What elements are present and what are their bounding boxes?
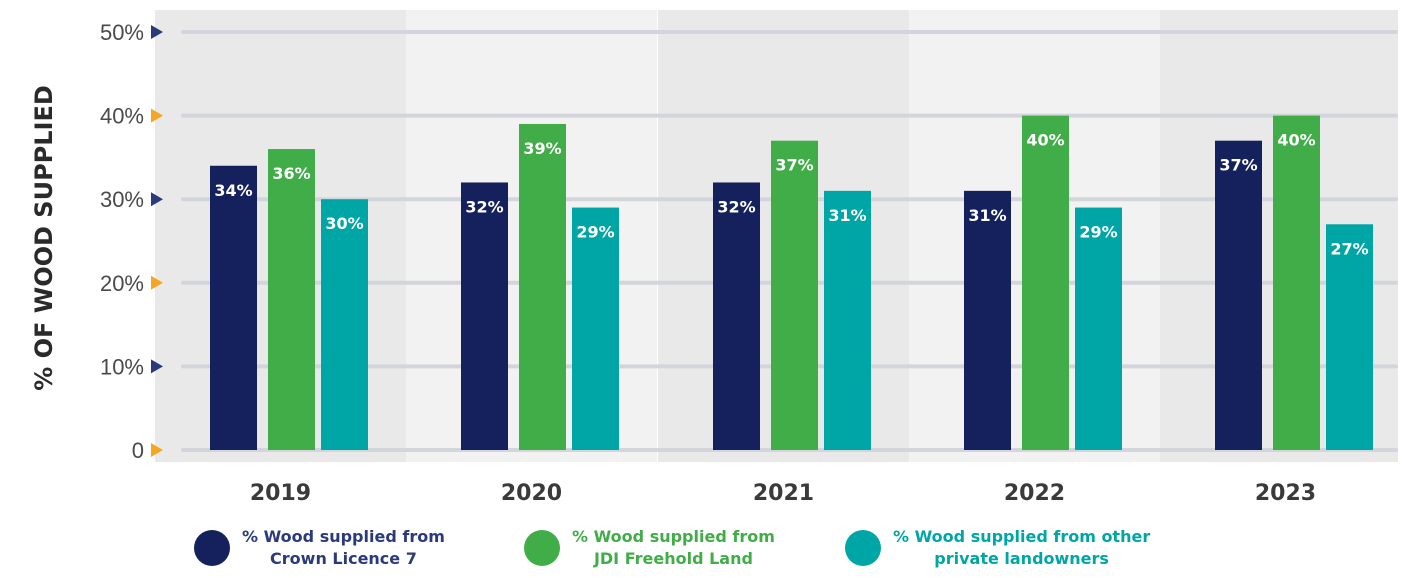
y-tick-label: 40% xyxy=(100,104,144,129)
bar-2022-series-0 xyxy=(964,190,1011,450)
y-tick-marker xyxy=(151,192,163,207)
data-label-2023-series-2: 27% xyxy=(1330,239,1368,258)
data-label-2021-series-1: 37% xyxy=(775,156,813,175)
x-tick-label-2020: 2020 xyxy=(501,481,562,506)
bar-2021-series-2 xyxy=(824,190,871,450)
data-label-2023-series-0: 37% xyxy=(1219,156,1257,175)
bar-2020-series-0 xyxy=(461,182,508,451)
legend-swatch-crown-licence xyxy=(194,530,230,566)
data-label-2020-series-1: 39% xyxy=(523,139,561,158)
y-tick-marker xyxy=(151,108,163,123)
bar-chart: 0 10% 20% 30% 40% 50% % OF WOOD SUPPLIED 34% 32%… xyxy=(30,10,1398,506)
data-label-2019-series-2: 30% xyxy=(325,214,363,233)
bar-2020-series-1 xyxy=(519,123,566,451)
data-label-2019-series-1: 36% xyxy=(272,164,310,183)
bar-2021-series-0 xyxy=(713,182,760,451)
legend-swatch-private-landowners xyxy=(845,530,881,566)
data-label-2022-series-0: 31% xyxy=(968,206,1006,225)
y-tick-label: 20% xyxy=(100,271,144,296)
bar-2023-series-0 xyxy=(1215,140,1262,450)
y-tick-label: 30% xyxy=(100,187,144,212)
bar-2020-series-2 xyxy=(572,207,619,450)
y-tick-marker xyxy=(151,275,163,290)
legend-item-crown-licence: % Wood supplied from Crown Licence 7 xyxy=(194,526,445,570)
y-tick-label: 50% xyxy=(100,20,144,45)
bar-2019-series-2 xyxy=(321,199,368,450)
bar-2019-series-1 xyxy=(268,149,315,451)
x-tick-label-2023: 2023 xyxy=(1255,481,1316,506)
legend-item-jdi-freehold: % Wood supplied from JDI Freehold Land xyxy=(524,526,775,570)
bar-2022-series-2 xyxy=(1075,207,1122,450)
legend-item-private-landowners: % Wood supplied from other private lando… xyxy=(845,526,1150,570)
gridline-50 xyxy=(181,30,1398,34)
bar-2021-series-1 xyxy=(771,140,818,450)
y-tick-label: 0 xyxy=(132,438,144,463)
data-label-2021-series-0: 32% xyxy=(717,197,755,216)
data-label-2021-series-2: 31% xyxy=(828,206,866,225)
data-label-2020-series-2: 29% xyxy=(576,223,614,242)
y-tick-marker xyxy=(151,359,163,374)
legend-swatch-jdi-freehold xyxy=(524,530,560,566)
x-tick-label-2019: 2019 xyxy=(250,481,311,506)
gridline-40 xyxy=(181,113,1398,118)
bar-2019-series-0 xyxy=(210,165,257,450)
x-tick-label-2021: 2021 xyxy=(753,481,814,506)
legend: % Wood supplied from Crown Licence 7 % W… xyxy=(0,526,1404,578)
bar-2023-series-2 xyxy=(1326,224,1373,450)
bar-2023-series-1 xyxy=(1273,115,1320,450)
legend-label-jdi-freehold: % Wood supplied from JDI Freehold Land xyxy=(572,527,775,568)
data-label-2022-series-2: 29% xyxy=(1079,223,1117,242)
data-label-2022-series-1: 40% xyxy=(1026,131,1064,150)
y-tick-label: 10% xyxy=(100,354,144,379)
y-axis-label: % OF WOOD SUPPLIED xyxy=(30,85,58,391)
data-label-2020-series-0: 32% xyxy=(465,197,503,216)
legend-label-crown-licence: % Wood supplied from Crown Licence 7 xyxy=(242,527,445,568)
bar-2022-series-1 xyxy=(1022,115,1069,450)
y-tick-marker xyxy=(151,25,163,39)
data-label-2023-series-1: 40% xyxy=(1277,131,1315,150)
y-tick-marker xyxy=(151,443,163,457)
data-label-2019-series-0: 34% xyxy=(214,181,252,200)
legend-label-private-landowners: % Wood supplied from other private lando… xyxy=(893,527,1151,568)
x-tick-label-2022: 2022 xyxy=(1004,481,1065,506)
